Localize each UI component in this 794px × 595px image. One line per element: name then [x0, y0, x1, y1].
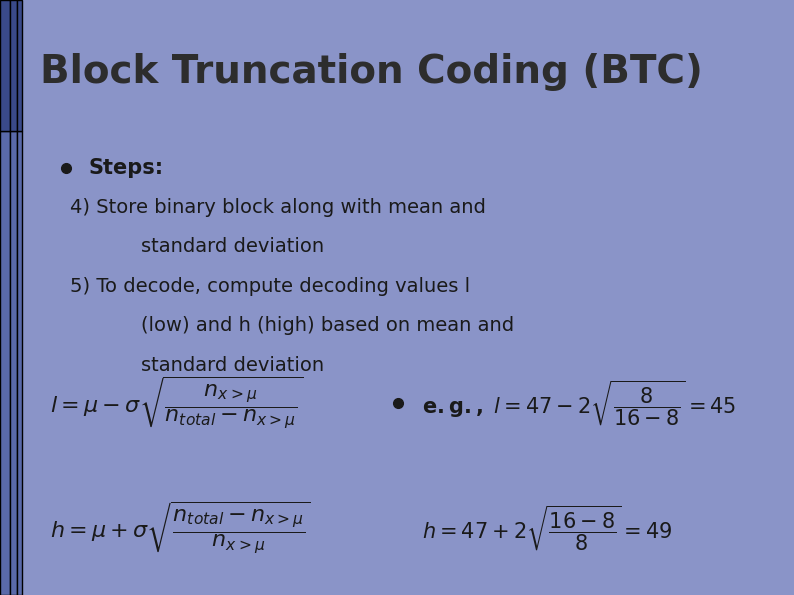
Text: $h = 47 + 2\sqrt{\dfrac{16-8}{8}} = 49$: $h = 47 + 2\sqrt{\dfrac{16-8}{8}} = 49$ — [422, 503, 673, 553]
FancyBboxPatch shape — [17, 131, 22, 595]
Text: Block Truncation Coding (BTC): Block Truncation Coding (BTC) — [40, 53, 703, 91]
FancyBboxPatch shape — [0, 131, 10, 595]
Text: $h = \mu + \sigma\sqrt{\dfrac{n_{total} - n_{x>\mu}}{n_{x>\mu}}}$: $h = \mu + \sigma\sqrt{\dfrac{n_{total} … — [49, 500, 310, 556]
Text: $\mathbf{e.g.,}\ l = 47 - 2\sqrt{\dfrac{8}{16-8}} = 45$: $\mathbf{e.g.,}\ l = 47 - 2\sqrt{\dfrac{… — [422, 378, 737, 428]
Text: 5) To decode, compute decoding values l: 5) To decode, compute decoding values l — [70, 277, 470, 296]
Text: standard deviation: standard deviation — [116, 237, 324, 256]
Text: Steps:: Steps: — [89, 158, 164, 178]
Text: standard deviation: standard deviation — [116, 356, 324, 375]
Text: (low) and h (high) based on mean and: (low) and h (high) based on mean and — [116, 317, 514, 336]
FancyBboxPatch shape — [10, 0, 17, 131]
Text: 4) Store binary block along with mean and: 4) Store binary block along with mean an… — [70, 198, 486, 217]
FancyBboxPatch shape — [10, 131, 17, 595]
FancyBboxPatch shape — [0, 0, 10, 131]
Text: $l = \mu - \sigma\sqrt{\dfrac{n_{x>\mu}}{n_{total} - n_{x>\mu}}}$: $l = \mu - \sigma\sqrt{\dfrac{n_{x>\mu}}… — [49, 375, 303, 431]
FancyBboxPatch shape — [17, 0, 22, 131]
